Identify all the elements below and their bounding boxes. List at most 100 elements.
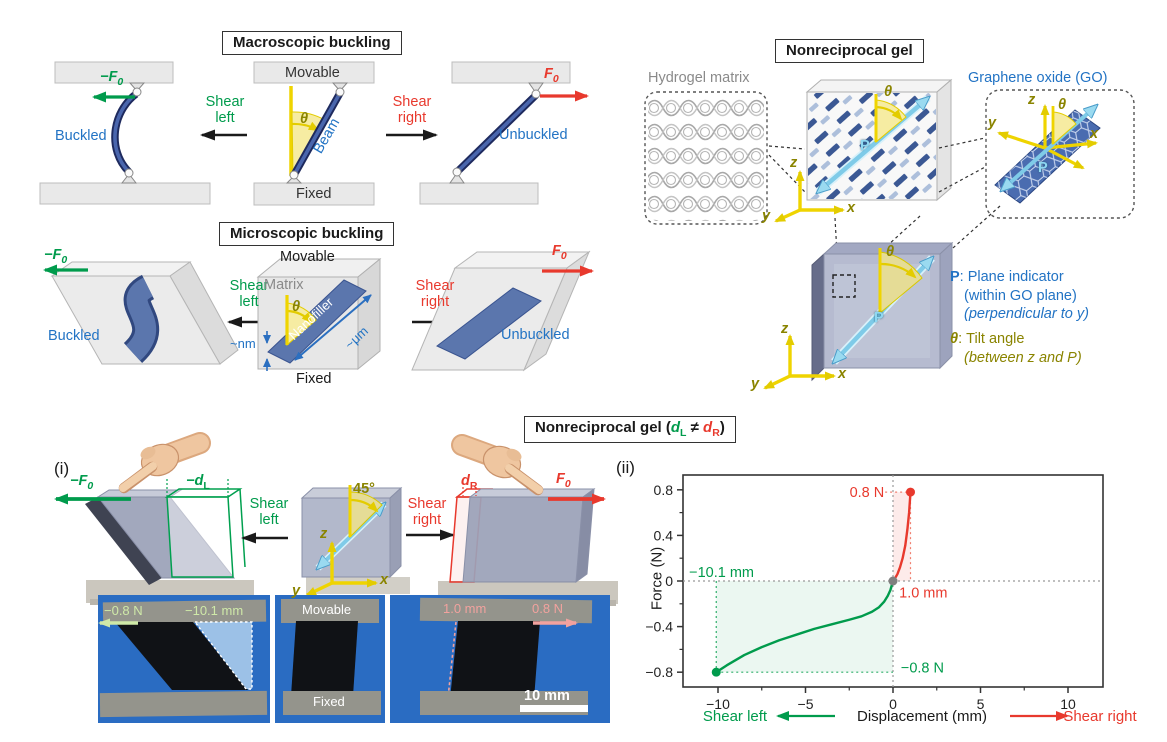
gel-front-face (462, 496, 584, 583)
chart-annotation: −0.8 N (901, 661, 944, 677)
dr-label: dR (461, 473, 478, 492)
photo-fixed-label: Fixed (313, 694, 345, 709)
length-arrow (294, 294, 372, 361)
axis-y-label: y (292, 583, 301, 599)
axis-z-label: z (781, 321, 789, 337)
unbuckled-plate (436, 287, 542, 360)
y-tick-label: 0 (665, 573, 673, 589)
chart-annotation: 1.0 mm (899, 585, 947, 601)
bottom-title: Nonreciprocal gel (dL ≠ dR) (524, 416, 736, 443)
hydrogel-matrix-label: Hydrogel matrix (648, 70, 750, 86)
ghost-box-front (166, 496, 234, 578)
pin-support (120, 173, 138, 184)
gel-sample (291, 621, 358, 696)
neg-dl-label: −dL (186, 473, 210, 492)
chart-annotation: 0.8 N (850, 485, 885, 501)
nm-scale-label: ~nm (230, 336, 256, 351)
plane-indicator-legend: P: Plane indicator (within GO plane) (pe… (950, 269, 1089, 323)
xyz-axes (763, 334, 836, 390)
original-position-outline (193, 621, 253, 690)
theta-label: θ (300, 111, 309, 127)
gel-title: Nonreciprocal gel (775, 39, 924, 63)
chart-plot-area: −10 −5 0 5 10 0.8 0.4 0 −0.4 −0.8 0.8 N 1.0 mm −10.1… (645, 475, 1103, 712)
plane-indicator-label: P (860, 138, 870, 154)
plane-indicator-arrow (1002, 106, 1096, 190)
photo-displacement-label: 1.0 mm (443, 601, 487, 616)
y-tick-label: 0.8 (654, 482, 674, 498)
shear-right-axis-label: Shear right (1063, 708, 1137, 725)
movable-label: Movable (280, 249, 335, 265)
panel-ii-label: (ii) (616, 458, 635, 477)
axis-y-label: y (988, 115, 997, 131)
photo-force-label: −0.8 N (104, 603, 143, 618)
gel-sample (450, 621, 540, 699)
original-position-outline (447, 621, 457, 699)
tilt-angle-legend: θ: Tilt angle (between z and P) (950, 331, 1082, 366)
endpoint-dot (906, 487, 915, 497)
pin-support (128, 82, 146, 92)
wall-top (451, 61, 571, 84)
pointing-hand-icon (451, 434, 544, 496)
x-tick-label: 10 (1060, 696, 1076, 712)
unbuckled-label: Unbuckled (499, 127, 568, 143)
axis-x-label: x (838, 366, 847, 382)
gel-dark-face (85, 497, 162, 585)
wall-bottom (419, 182, 539, 205)
scale-bar (520, 705, 588, 712)
angle-45-label: 45° (353, 481, 375, 497)
axis-y-label: y (751, 376, 760, 392)
x-axis-label: Displacement (mm) (857, 708, 987, 725)
y-tick-label: −0.4 (645, 619, 673, 635)
chart-annotation: −10.1 mm (689, 565, 754, 581)
panel-i-art (54, 432, 618, 606)
gel-sample (115, 622, 248, 690)
panel-i-label: (i) (54, 459, 70, 478)
axis-x-label: x (380, 572, 389, 588)
buckled-label: Buckled (48, 328, 100, 344)
origin-dot (888, 576, 898, 586)
zoom-region-square (832, 274, 856, 298)
axis-z-label: z (320, 526, 328, 542)
matrix-cube-side (357, 257, 381, 371)
xyz-axes (774, 170, 845, 223)
xyz-axes (305, 541, 378, 597)
plane-indicator-label: P (1038, 160, 1048, 176)
unbuckled-label: Unbuckled (501, 327, 570, 343)
gel-front-face (96, 496, 236, 579)
fixed-label: Fixed (296, 371, 332, 387)
shear-left-label: Shear left (249, 496, 289, 529)
series-shear-right (891, 490, 912, 583)
y-tick-label: −0.8 (645, 664, 673, 680)
metal-bar-bottom (283, 691, 381, 715)
connector-line (938, 137, 986, 149)
neg-f0-label: −F0 (70, 473, 94, 492)
pin-support (528, 82, 544, 94)
metal-bar-bottom (99, 690, 268, 718)
x-axis-direction-labels: Shear left Displacement (mm) Shear right (703, 708, 1138, 725)
axis-x-label: x (1090, 126, 1099, 142)
fixed-bar (253, 182, 375, 206)
scale-bar-label: 10 mm (524, 688, 570, 704)
axis-z-label: z (1028, 92, 1036, 108)
photo-movable-label: Movable (302, 602, 352, 617)
fixed-label: Fixed (296, 186, 332, 202)
x-tick-label: −10 (706, 696, 730, 712)
theta-label: θ (292, 299, 301, 315)
base-slab (306, 577, 410, 594)
connector-line (952, 205, 1001, 249)
f0-label: F0 (552, 243, 567, 262)
photo-force-label: 0.8 N (532, 601, 564, 616)
pin-support (449, 172, 465, 184)
neg-f0-label: −F0 (44, 247, 68, 266)
pointing-hand-icon (118, 432, 211, 494)
buckled-label: Buckled (55, 128, 107, 144)
shear-right-label: Shear right (407, 496, 447, 529)
gel-cube-top (805, 79, 953, 93)
wall-bottom (39, 182, 211, 205)
theta-label: θ (886, 244, 895, 260)
matrix-label: Matrix (264, 277, 304, 293)
shaded-region (893, 492, 911, 581)
pin-support (331, 82, 349, 92)
metal-bar-top (102, 599, 267, 625)
connector-line (768, 145, 806, 150)
